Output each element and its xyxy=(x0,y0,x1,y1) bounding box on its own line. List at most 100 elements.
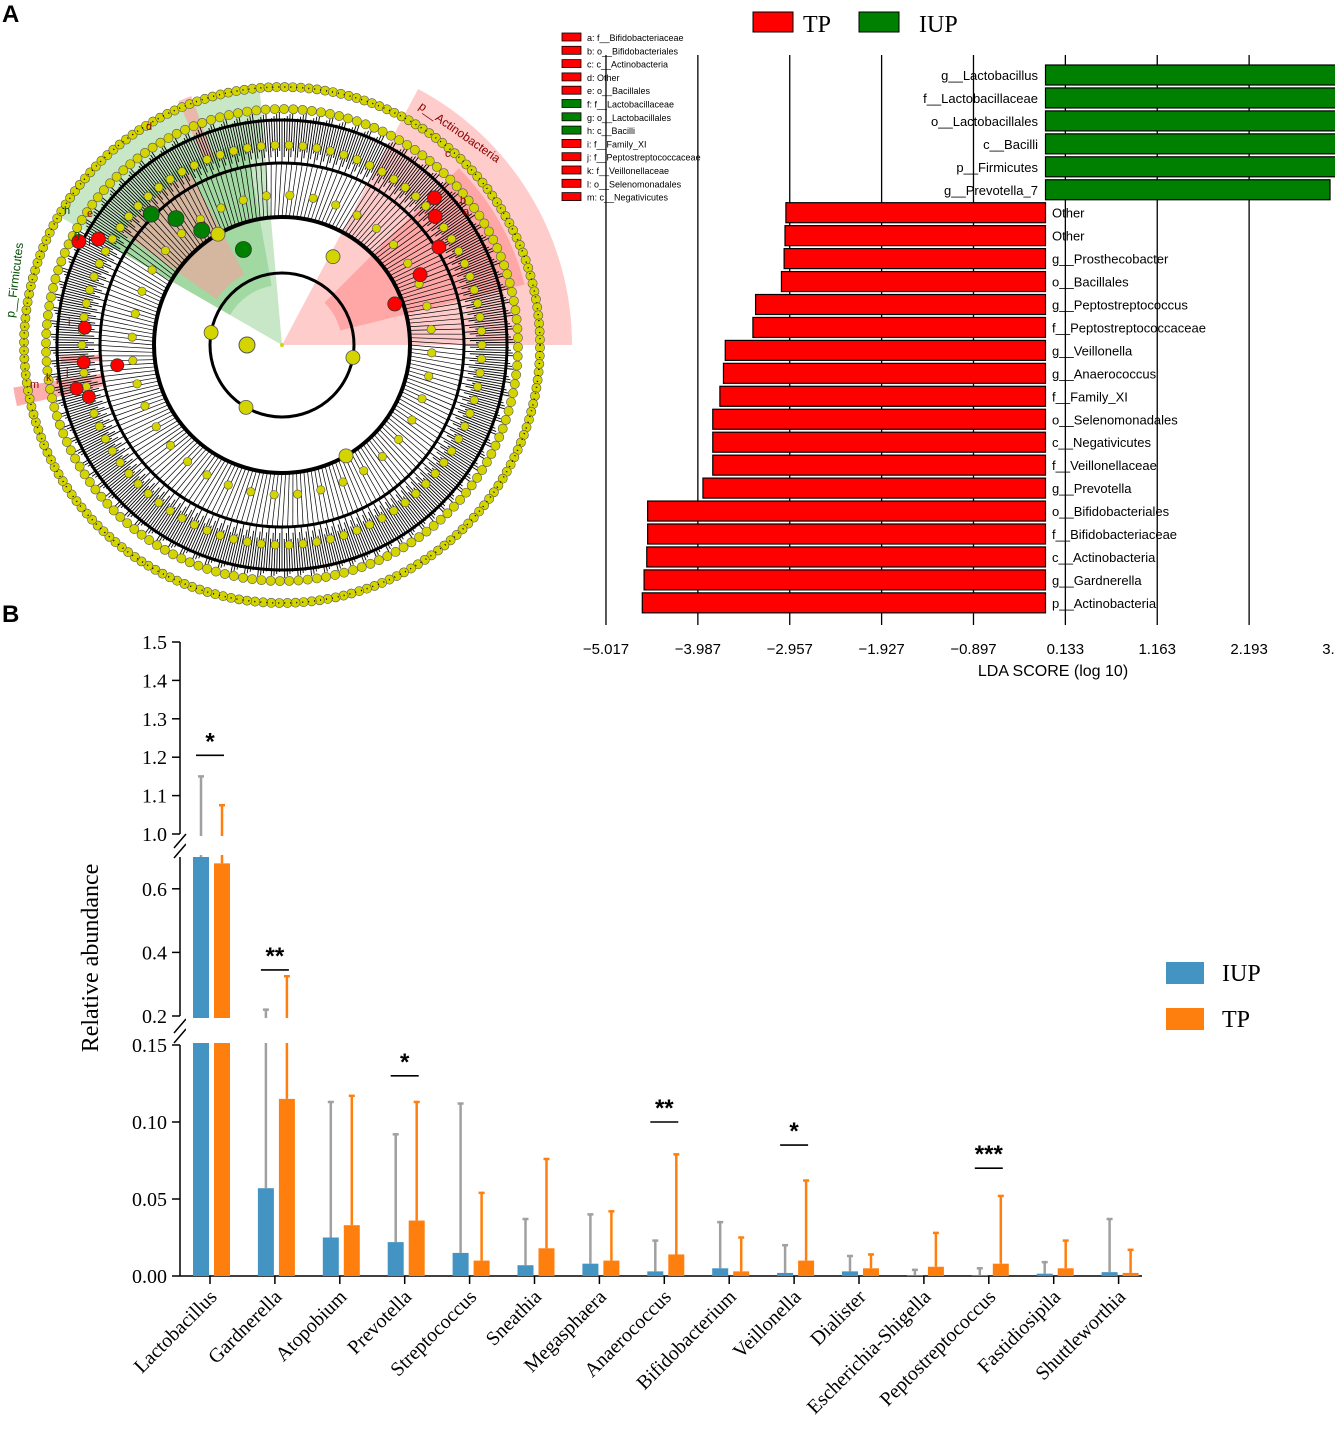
cladogram-node xyxy=(414,532,424,543)
cladogram-node xyxy=(531,383,542,393)
cladogram-node xyxy=(321,571,331,582)
cladogram-edge xyxy=(403,384,454,407)
tp-enriched-node xyxy=(110,358,125,373)
cladogram-edge xyxy=(443,440,478,462)
lda-bar-label: g__Prosthecobacter xyxy=(1052,252,1169,267)
cladogram-edge xyxy=(465,271,500,284)
significance-label: ** xyxy=(266,943,285,970)
cladogram-edge xyxy=(201,461,230,509)
cladogram-edge xyxy=(179,452,214,496)
x-tick-label: Sneathia xyxy=(482,1286,546,1350)
cladogram-edge xyxy=(408,323,463,328)
cladogram-edge xyxy=(106,463,137,490)
x-tick-label: Peptostreptococcus xyxy=(876,1286,1001,1411)
cladogram-edge xyxy=(454,273,502,290)
cladogram-edge xyxy=(389,250,438,277)
cladogram-edge xyxy=(192,138,208,173)
lda-legend-swatch-iup xyxy=(858,11,900,33)
cladogram-node xyxy=(53,265,64,276)
cladogram-node xyxy=(447,446,457,456)
cladogram-edge xyxy=(467,402,499,414)
cladogram-node xyxy=(438,168,449,179)
lda-bar-label: g__Prevotella xyxy=(1052,481,1132,496)
cladogram-edge xyxy=(334,461,354,513)
cladogram-node xyxy=(488,234,499,245)
cladogram-node xyxy=(202,470,212,480)
cladogram-edge xyxy=(197,459,226,507)
cladogram-edge xyxy=(114,397,166,417)
panel-label-a: A xyxy=(2,1,19,28)
tp-enriched-node xyxy=(69,381,84,396)
cladogram-edge xyxy=(60,305,103,314)
cladogram-edge xyxy=(409,359,463,371)
cladogram-edge xyxy=(292,120,296,152)
cladogram-node xyxy=(463,195,474,206)
abundance-bar xyxy=(322,1237,339,1276)
cladogram-edge xyxy=(77,430,122,454)
cladogram-node xyxy=(325,146,335,156)
cladogram-node xyxy=(100,434,110,444)
cladogram-edge xyxy=(299,165,313,219)
cladogram-edge xyxy=(356,517,372,552)
cladogram-edge xyxy=(180,512,199,547)
cladogram-edge xyxy=(359,446,390,493)
cladogram-edge xyxy=(317,171,339,223)
cladogram-edge xyxy=(462,369,509,378)
cladogram-node xyxy=(439,222,449,232)
cladogram-edge xyxy=(134,238,177,274)
cladogram-edge xyxy=(321,466,335,520)
cladogram-node xyxy=(127,332,137,342)
cladogram-edge xyxy=(393,407,439,439)
cladogram-node xyxy=(269,104,280,115)
cladogram-edge xyxy=(55,312,102,321)
cladogram-node xyxy=(461,487,471,498)
cladogram-edge xyxy=(399,278,452,296)
legend-entry: b: o__Bifidobacteriales xyxy=(587,46,679,56)
cladogram-edge xyxy=(61,289,106,302)
cladogram-node xyxy=(70,453,80,464)
lda-legend-label-iup: IUP xyxy=(919,12,958,38)
cladogram-edge xyxy=(374,515,393,547)
cladogram-node xyxy=(500,414,511,425)
cladogram-node xyxy=(125,159,136,170)
lda-x-tick-label: 0.133 xyxy=(1047,641,1085,658)
cladogram-edge xyxy=(101,210,132,234)
cladogram-edge xyxy=(100,359,155,362)
cladogram-edge xyxy=(462,320,508,327)
cladogram-edge xyxy=(268,120,272,158)
cladogram-edge xyxy=(388,156,413,191)
lda-x-tick-label: 3.223 xyxy=(1322,641,1335,658)
cladogram-edge xyxy=(457,410,495,426)
lda-x-axis-title: LDA SCORE (log 10) xyxy=(978,663,1128,680)
cladogram-edge xyxy=(461,398,498,410)
cladogram-edge xyxy=(325,124,338,169)
cladogram-node xyxy=(94,259,104,269)
cladogram-edge xyxy=(239,529,248,569)
cladogram-edge xyxy=(324,527,335,565)
cladogram-edge xyxy=(72,419,104,433)
cladogram-node xyxy=(411,191,421,201)
cladogram-edge xyxy=(337,530,347,561)
cladogram-edge xyxy=(452,423,491,441)
abundance-bar xyxy=(1036,1273,1053,1276)
cladogram-edge xyxy=(217,524,229,561)
abundance-bar xyxy=(863,1268,879,1276)
abundance-bar xyxy=(971,1275,988,1276)
cladogram-node xyxy=(183,457,193,467)
cladogram-edge xyxy=(67,406,105,421)
cladogram-edge xyxy=(143,225,184,265)
abundance-bar xyxy=(1122,1272,1139,1276)
lda-bar-label: f__Veillonellaceae xyxy=(1052,458,1157,473)
cladogram-edge xyxy=(245,471,261,524)
cladogram-node xyxy=(234,594,244,605)
cladogram-node xyxy=(465,408,475,418)
cladogram-node xyxy=(76,215,87,225)
cladogram-node xyxy=(511,314,522,325)
cladogram-edge xyxy=(120,478,151,509)
cladogram-edge xyxy=(299,532,304,574)
cladogram-edge xyxy=(343,522,358,560)
cladogram-edge xyxy=(306,525,315,574)
cladogram-edge xyxy=(105,298,158,317)
axis-break-mark xyxy=(173,833,187,849)
cladogram-edge xyxy=(170,146,191,182)
